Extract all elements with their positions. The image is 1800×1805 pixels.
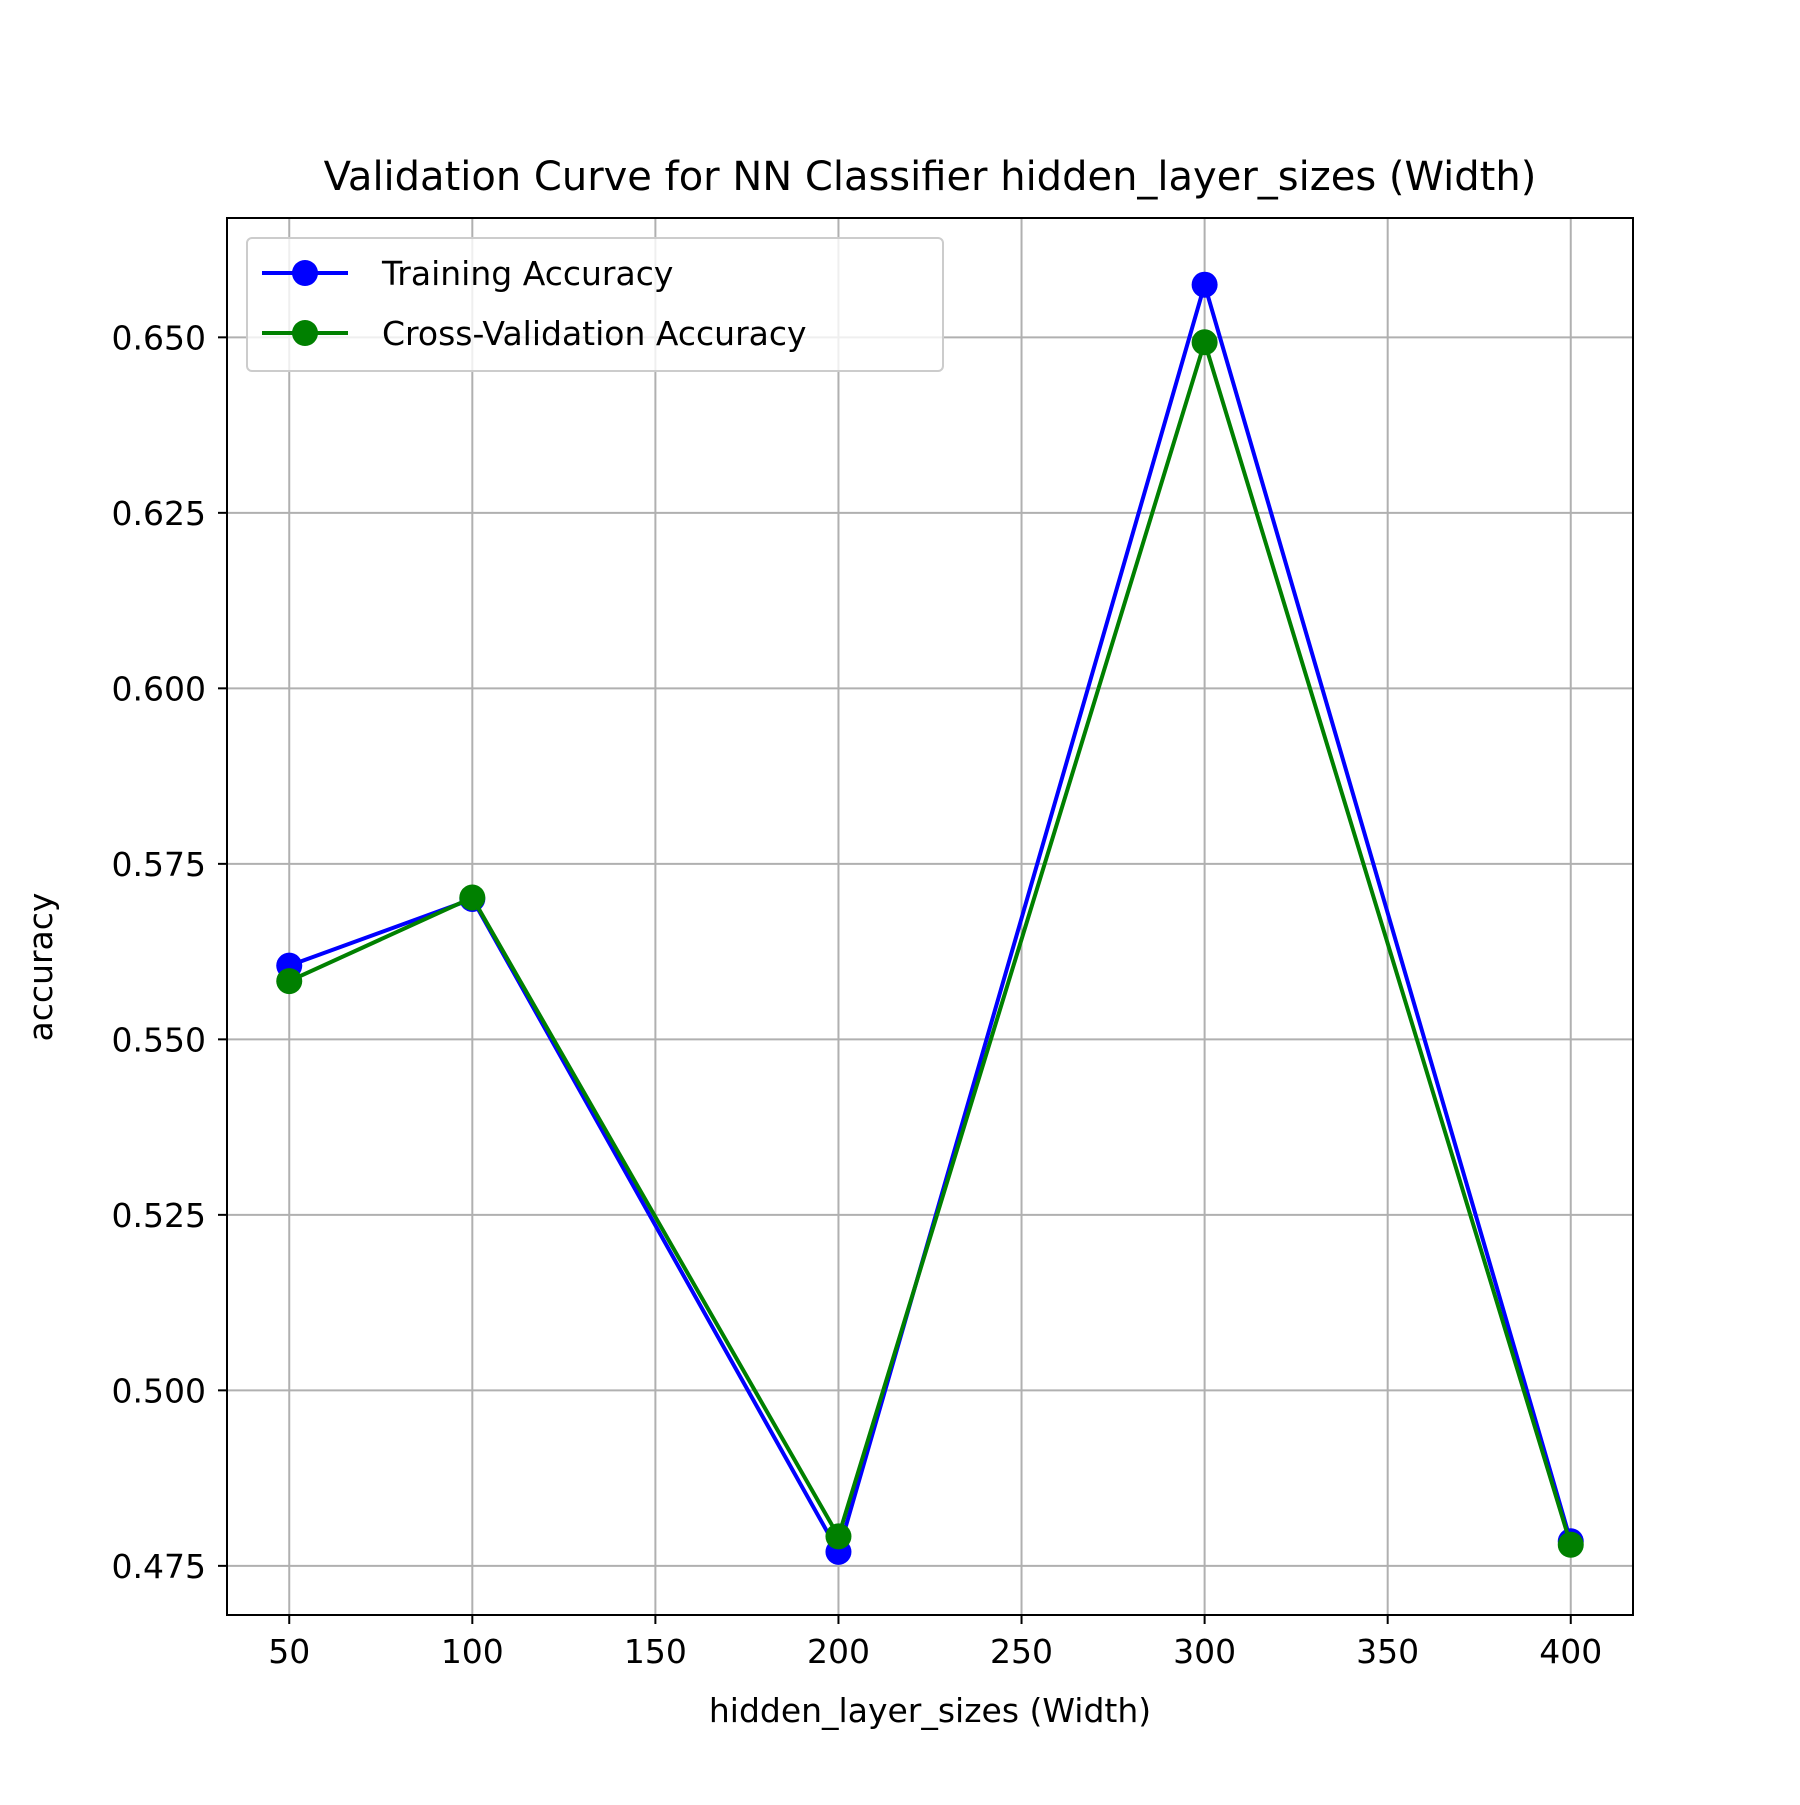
x-tick-label: 100 xyxy=(441,1632,504,1671)
y-tick-label: 0.475 xyxy=(112,1547,206,1586)
x-tick-label: 150 xyxy=(624,1632,687,1671)
data-point xyxy=(1191,329,1218,356)
data-point xyxy=(825,1523,852,1550)
series-cross-validation-accuracy xyxy=(276,329,1584,1558)
series-layer xyxy=(276,271,1584,1565)
y-tick-label: 0.650 xyxy=(112,318,206,357)
y-tick-label: 0.625 xyxy=(112,494,206,533)
x-tick-label: 350 xyxy=(1356,1632,1419,1671)
data-point xyxy=(276,968,303,995)
chart-title: Validation Curve for NN Classifier hidde… xyxy=(324,154,1537,200)
y-tick-label: 0.550 xyxy=(112,1020,206,1059)
data-point xyxy=(459,884,486,911)
x-tick-label: 300 xyxy=(1173,1632,1236,1671)
x-tick-label: 200 xyxy=(807,1632,870,1671)
x-tick-label: 250 xyxy=(990,1632,1053,1671)
legend-label: Training Accuracy xyxy=(381,254,673,293)
y-tick-label: 0.525 xyxy=(112,1196,206,1235)
data-point xyxy=(1557,1531,1584,1558)
y-tick-label: 0.600 xyxy=(112,669,206,708)
legend-marker xyxy=(292,320,318,346)
x-tick-label: 50 xyxy=(268,1632,310,1671)
y-axis-label: accuracy xyxy=(21,893,60,1042)
legend-box xyxy=(246,237,944,372)
x-tick-label: 400 xyxy=(1539,1632,1602,1671)
series-line xyxy=(288,340,1573,1546)
legend-label: Cross-Validation Accuracy xyxy=(382,314,807,353)
x-axis-label: hidden_layer_sizes (Width) xyxy=(709,1691,1151,1730)
y-tick-label: 0.575 xyxy=(112,845,206,884)
legend: Training Accuracy Cross-Validation Accura… xyxy=(246,237,944,372)
y-tick-label: 0.500 xyxy=(112,1371,206,1410)
grid xyxy=(227,218,1633,1615)
axis-ticks: 50 100 150 200 250 300 350 400 0.475 0.500 0.525 0.… xyxy=(112,318,1603,1671)
legend-marker xyxy=(292,260,318,286)
data-point xyxy=(1191,271,1218,298)
plot-area-frame xyxy=(226,217,1634,1616)
